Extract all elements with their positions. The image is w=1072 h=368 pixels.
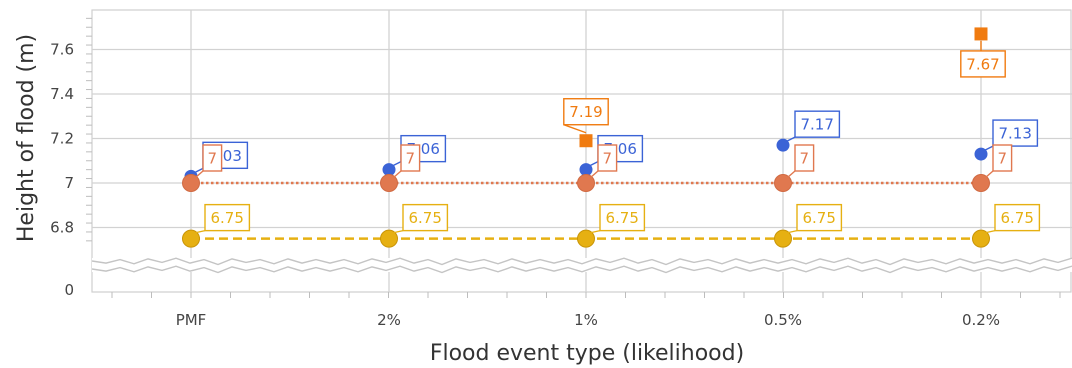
data-point-blue[interactable] [579,163,593,177]
data-label-leader [984,145,994,151]
data-point-gold[interactable] [182,229,200,248]
data-label-box [992,144,1013,172]
data-label-text: 7 [208,150,218,168]
x-tick-label: PMF [176,311,207,329]
data-label-box [563,98,609,126]
data-label: 7 [392,144,421,179]
data-label-leader [392,170,402,179]
data-label-leader [786,170,796,179]
data-label-text: 7.17 [800,116,833,134]
tick-labels: 0 6.8 7 7.2 7.4 7.6 PMF 2% 1% 0.5% 0.2% [50,41,1000,330]
x-axis-title: Flood event type (likelihood) [430,341,744,366]
data-label: 7.06 [392,134,447,167]
data-label-box [960,50,1006,78]
plot-border [91,9,1072,293]
data-label-box [794,144,815,172]
y-axis-title: Height of flood (m) [14,34,39,242]
data-label: 6.75 [590,203,646,234]
data-point-blue[interactable] [776,138,790,152]
data-point-salmon[interactable] [972,174,990,192]
data-label: 7 [194,144,223,179]
data-label-box [400,144,421,172]
data-label: 7 [589,144,618,179]
data-point-blue[interactable] [382,163,396,177]
x-tick-label: 0.2% [962,311,1000,329]
data-label-text: 7 [800,150,810,168]
data-points [182,27,990,248]
data-label-text: 6.75 [802,209,835,227]
data-point-gold[interactable] [972,229,990,248]
data-label: 7.17 [786,110,841,142]
y-tick-label: 7.4 [50,85,74,103]
data-label-leader [194,167,204,173]
y-tick-label: 7 [64,174,74,192]
data-label-leader [392,161,402,167]
data-label-leader [195,229,206,234]
data-label-text: 6.75 [605,209,638,227]
data-label-leader [984,170,994,179]
data-label: 7.19 [563,98,609,134]
data-label-leader [787,229,798,234]
data-point-salmon[interactable] [577,174,595,192]
data-label-text: 7 [406,150,416,168]
data-label-leader [393,229,404,234]
data-label-text: 6.75 [408,209,441,227]
data-label-box [597,144,618,172]
data-label: 7 [984,144,1013,179]
x-tick-label: 2% [377,311,401,329]
data-label: 7.13 [984,119,1039,151]
data-point-orange-square[interactable] [579,134,593,148]
data-label: 7 [786,144,815,179]
axes [86,17,1061,298]
data-label-box [994,203,1041,232]
axis-break-mark [91,257,1072,274]
data-label-leader [563,124,587,134]
data-label: 6.75 [195,203,251,234]
data-label: 7.67 [960,40,1006,78]
axis-break-line [91,257,1072,266]
y-tick-label: 7.2 [50,130,74,148]
data-point-gold[interactable] [577,229,595,248]
data-label: 6.75 [787,203,843,234]
data-point-gold[interactable] [380,229,398,248]
data-label-box [202,144,223,172]
data-labels: 7.03 7.06 7.067.17 7.137.197.677 7 7 7 76.75 6.7… [194,40,1041,234]
data-point-blue[interactable] [974,147,988,161]
data-label-text: 7.19 [569,103,602,121]
data-label-leader [194,170,204,179]
data-label-box [402,203,449,232]
data-label-leader [589,170,599,179]
data-label-text: 7 [603,150,613,168]
data-label-leader [985,229,996,234]
data-point-salmon[interactable] [182,174,200,192]
data-label-text: 7.67 [966,55,999,73]
data-label-text: 6.75 [210,209,243,227]
data-label: 6.75 [985,203,1041,234]
x-tick-label: 0.5% [764,311,802,329]
y-tick-label: 6.8 [50,219,74,237]
data-point-salmon[interactable] [774,174,792,192]
axis-break-line [91,265,1072,274]
data-label-box [599,203,646,232]
data-label-box [794,110,841,138]
y-tick-label: 7.6 [50,41,74,59]
data-point-gold[interactable] [774,229,792,248]
data-label-box [204,203,251,232]
data-point-orange-square[interactable] [974,27,988,41]
x-tick-label: 1% [574,311,598,329]
data-label-text: 7.13 [998,125,1031,143]
data-label-text: 6.75 [1000,209,1033,227]
data-label-leader [589,161,599,167]
data-label-box [796,203,843,232]
data-label-leader [590,229,601,234]
y-tick-label: 0 [64,281,74,299]
data-label-text: 7 [998,150,1008,168]
data-point-salmon[interactable] [380,174,398,192]
data-label: 6.75 [393,203,449,234]
data-label-box [992,119,1039,147]
data-label-leader [786,136,796,142]
